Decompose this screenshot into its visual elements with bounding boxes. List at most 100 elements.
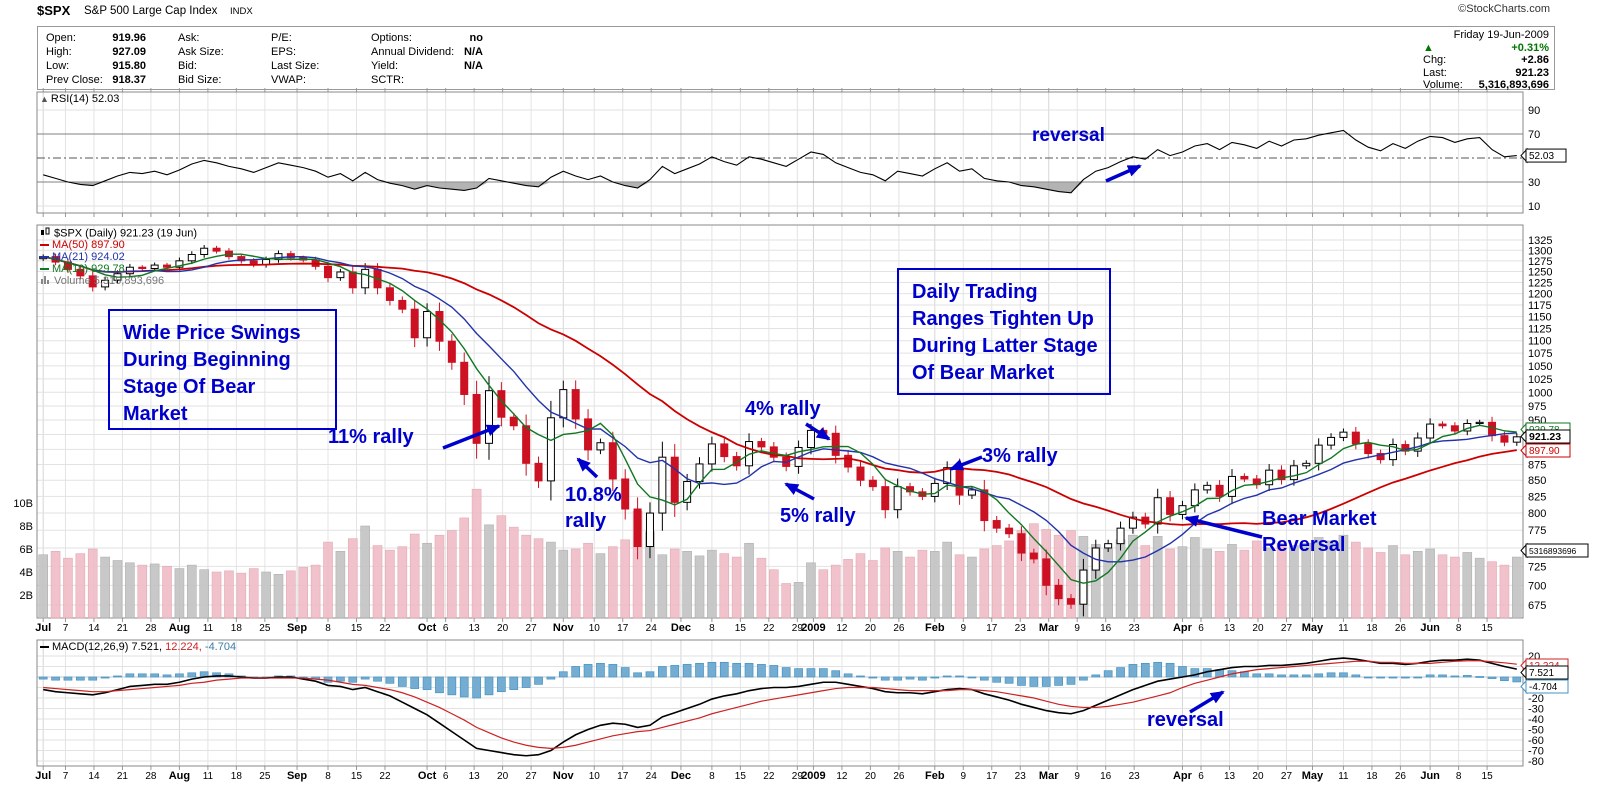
axis-labels: Jul Jul 7 7 14 14 21 21 28 28 Aug Aug 11 11 18 18 25 25 Se…	[13, 105, 1552, 782]
svg-text:1150: 1150	[1528, 312, 1552, 324]
svg-text:Oct: Oct	[418, 622, 437, 634]
svg-text:May: May	[1302, 770, 1324, 782]
svg-text:13: 13	[469, 623, 481, 634]
svg-text:24: 24	[646, 623, 658, 634]
svg-text:Nov: Nov	[553, 622, 575, 634]
svg-text:4B: 4B	[20, 567, 33, 579]
svg-text:2B: 2B	[20, 590, 33, 602]
svg-text:1125: 1125	[1528, 324, 1552, 336]
svg-text:-80: -80	[1528, 756, 1544, 768]
svg-text:23: 23	[1129, 623, 1141, 634]
svg-text:2009: 2009	[801, 622, 825, 634]
svg-text:-40: -40	[1528, 714, 1544, 726]
svg-text:6: 6	[443, 771, 449, 782]
svg-text:22: 22	[379, 623, 391, 634]
svg-text:-4.704: -4.704	[1529, 682, 1558, 693]
svg-text:15: 15	[735, 623, 747, 634]
svg-text:Jul: Jul	[35, 770, 51, 782]
svg-text:27: 27	[1281, 623, 1293, 634]
svg-text:23: 23	[1015, 623, 1027, 634]
svg-text:8: 8	[1456, 771, 1462, 782]
svg-text:875: 875	[1528, 460, 1546, 472]
svg-text:Nov: Nov	[553, 770, 575, 782]
macd-panel	[38, 657, 1522, 757]
svg-text:15: 15	[735, 771, 747, 782]
svg-text:1300: 1300	[1528, 245, 1552, 257]
svg-text:15: 15	[1482, 771, 1494, 782]
svg-text:8: 8	[325, 623, 331, 634]
svg-text:27: 27	[1281, 771, 1293, 782]
svg-text:18: 18	[231, 623, 243, 634]
svg-text:10: 10	[1528, 201, 1540, 213]
svg-text:1250: 1250	[1528, 267, 1552, 279]
svg-text:24: 24	[646, 771, 658, 782]
svg-text:1225: 1225	[1528, 277, 1552, 289]
svg-text:23: 23	[1129, 771, 1141, 782]
svg-text:1050: 1050	[1528, 361, 1552, 373]
svg-text:700: 700	[1528, 580, 1546, 592]
value-tags: 52.03929.78921.23897.90531689369612.2247…	[1520, 147, 1589, 695]
rsi-panel	[37, 129, 1523, 194]
svg-text:20: 20	[1252, 623, 1264, 634]
svg-text:8: 8	[709, 623, 715, 634]
svg-text:20: 20	[865, 623, 877, 634]
svg-text:27: 27	[526, 623, 538, 634]
svg-text:90: 90	[1528, 105, 1540, 117]
svg-text:2009: 2009	[801, 770, 825, 782]
svg-text:6: 6	[1198, 771, 1204, 782]
svg-text:23: 23	[1015, 771, 1027, 782]
svg-text:17: 17	[617, 771, 629, 782]
svg-text:1025: 1025	[1528, 374, 1552, 386]
svg-text:25: 25	[259, 771, 271, 782]
svg-text:20: 20	[497, 623, 509, 634]
svg-text:21: 21	[117, 623, 129, 634]
svg-text:7: 7	[63, 623, 69, 634]
svg-text:30: 30	[1528, 177, 1540, 189]
svg-text:1200: 1200	[1528, 289, 1552, 301]
price-panel	[38, 245, 1522, 619]
svg-text:16: 16	[1100, 623, 1112, 634]
svg-text:1000: 1000	[1528, 387, 1552, 399]
svg-text:27: 27	[526, 771, 538, 782]
svg-text:21: 21	[117, 771, 129, 782]
svg-text:-50: -50	[1528, 725, 1544, 737]
svg-text:17: 17	[986, 623, 998, 634]
svg-text:Apr: Apr	[1173, 622, 1193, 634]
svg-text:8: 8	[709, 771, 715, 782]
svg-text:13: 13	[469, 771, 481, 782]
svg-text:Jun: Jun	[1420, 770, 1440, 782]
svg-text:725: 725	[1528, 561, 1546, 573]
svg-text:7.521: 7.521	[1529, 668, 1554, 679]
svg-text:26: 26	[1395, 771, 1407, 782]
svg-text:9: 9	[1074, 623, 1080, 634]
svg-text:Apr: Apr	[1173, 770, 1193, 782]
svg-text:12: 12	[836, 771, 848, 782]
svg-text:6: 6	[443, 623, 449, 634]
annotation-arrows	[442, 164, 1263, 714]
svg-text:11: 11	[203, 771, 214, 782]
svg-text:25: 25	[259, 623, 271, 634]
svg-text:26: 26	[1395, 623, 1407, 634]
svg-text:Dec: Dec	[671, 770, 691, 782]
svg-text:26: 26	[893, 623, 905, 634]
svg-text:11: 11	[203, 623, 214, 634]
svg-text:Feb: Feb	[925, 622, 945, 634]
svg-text:70: 70	[1528, 129, 1540, 141]
svg-text:20: 20	[1252, 771, 1264, 782]
svg-text:18: 18	[1366, 771, 1378, 782]
svg-text:22: 22	[763, 771, 775, 782]
svg-text:18: 18	[1366, 623, 1378, 634]
svg-text:-60: -60	[1528, 735, 1544, 747]
svg-text:13: 13	[1224, 623, 1236, 634]
svg-text:1325: 1325	[1528, 235, 1552, 247]
svg-text:9: 9	[960, 623, 966, 634]
svg-text:22: 22	[763, 623, 775, 634]
svg-text:May: May	[1302, 622, 1324, 634]
svg-text:26: 26	[893, 771, 905, 782]
svg-text:8: 8	[1456, 623, 1462, 634]
svg-text:Jul: Jul	[35, 622, 51, 634]
svg-text:Aug: Aug	[169, 622, 190, 634]
svg-text:11: 11	[1338, 771, 1349, 782]
svg-text:16: 16	[1100, 771, 1112, 782]
